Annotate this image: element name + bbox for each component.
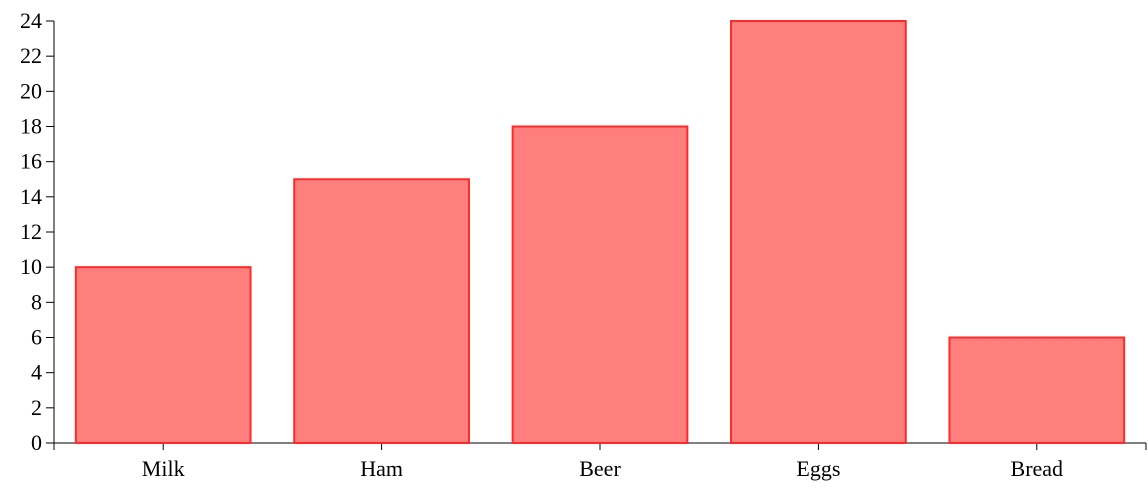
y-tick-label: 18 — [20, 114, 42, 139]
x-axis: Milk Ham Beer Eggs Bread — [53, 442, 1147, 481]
bar-ham — [293, 178, 470, 444]
y-tick-label: 24 — [20, 8, 42, 33]
y-tick-label: 12 — [20, 219, 42, 244]
y-tick-label: 4 — [31, 360, 42, 385]
bar-milk — [74, 266, 252, 444]
y-tick-label: 16 — [20, 149, 42, 174]
x-tick-label: Ham — [360, 456, 403, 481]
y-tick-label: 6 — [31, 325, 42, 350]
y-tick-label: 8 — [31, 289, 42, 314]
x-tick-label: Bread — [1011, 456, 1064, 481]
y-tick-label: 20 — [20, 78, 42, 103]
y-tick-label: 14 — [20, 184, 42, 209]
bar-bread — [948, 336, 1126, 444]
bars-group — [74, 20, 1126, 444]
bar-eggs — [730, 20, 907, 444]
y-tick-label: 0 — [31, 430, 42, 455]
y-tick-label: 2 — [31, 395, 42, 420]
x-tick-label: Eggs — [796, 456, 840, 481]
x-tick-label: Milk — [142, 456, 185, 481]
y-tick-label: 22 — [20, 43, 42, 68]
bar-beer — [511, 125, 689, 444]
y-tick-label: 10 — [20, 254, 42, 279]
x-tick-label: Beer — [579, 456, 621, 481]
